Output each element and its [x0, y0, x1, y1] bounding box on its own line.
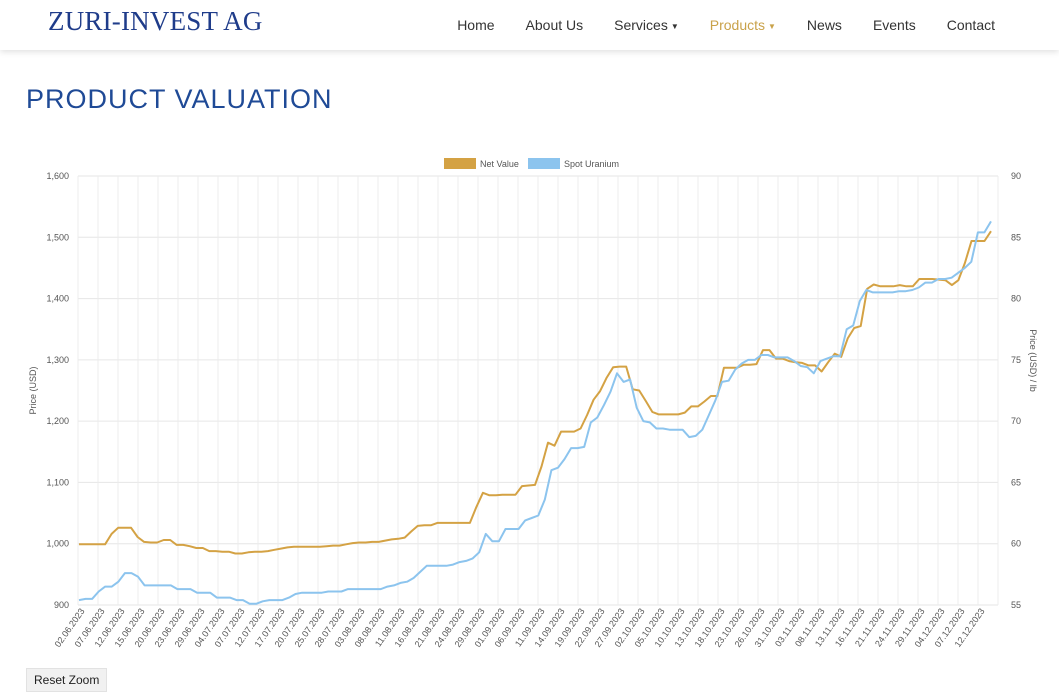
y-tick-label: 900	[54, 600, 69, 610]
nav-item-about-us[interactable]: About Us	[526, 15, 584, 35]
series-line-spot-uranium	[78, 220, 992, 605]
chevron-down-icon: ▼	[670, 21, 679, 31]
y-tick-label: 1,600	[46, 171, 69, 181]
y2-tick-label: 90	[1011, 171, 1021, 181]
company-logo[interactable]: ZURI-INVEST AG	[48, 6, 263, 36]
y-tick-label: 1,100	[46, 477, 69, 487]
y2-tick-label: 70	[1011, 416, 1021, 426]
legend-label: Spot Uranium	[564, 159, 619, 169]
nav-item-services[interactable]: Services ▼	[614, 15, 679, 35]
y2-tick-label: 65	[1011, 477, 1021, 487]
nav-item-home[interactable]: Home	[457, 15, 494, 35]
legend-swatch	[528, 158, 560, 169]
nav-item-contact[interactable]: Contact	[947, 15, 995, 35]
main-nav: Home About Us Services ▼ Products ▼ News Events…	[426, 15, 995, 35]
nav-item-label: Home	[457, 17, 495, 33]
y-tick-label: 1,400	[46, 294, 69, 304]
y2-axis-title: Price (USD) / lb	[1028, 329, 1038, 392]
nav-item-label: Events	[872, 17, 916, 33]
y2-tick-label: 55	[1011, 600, 1021, 610]
nav-item-news[interactable]: News	[807, 15, 842, 35]
chevron-down-icon: ▼	[768, 21, 776, 31]
nav-item-label: About Us	[525, 17, 584, 33]
y-tick-label: 1,000	[46, 539, 69, 549]
nav-item-products[interactable]: Products ▼	[710, 15, 776, 35]
y2-tick-label: 60	[1011, 539, 1021, 549]
reset-zoom-button[interactable]: Reset Zoom	[26, 668, 108, 692]
y-tick-label: 1,500	[46, 232, 69, 242]
legend-label: Net Value	[480, 159, 519, 169]
nav-item-label: Services	[614, 17, 668, 33]
y-tick-label: 1,200	[46, 416, 69, 426]
series-line-net-value	[79, 230, 992, 555]
nav-item-events[interactable]: Events	[873, 15, 916, 35]
nav-item-label: Products	[709, 17, 765, 33]
legend-swatch	[444, 158, 476, 169]
nav-item-label: News	[806, 17, 842, 33]
y-axis-title: Price (USD)	[28, 366, 38, 414]
y2-tick-label: 80	[1011, 294, 1021, 304]
page-title: PRODUCT VALUATION	[26, 84, 333, 114]
y-tick-label: 1,300	[46, 355, 69, 365]
y2-tick-label: 85	[1011, 232, 1021, 242]
site-header: ZURI-INVEST AG Home About Us Services ▼ Prod…	[0, 0, 1059, 50]
y2-tick-label: 75	[1011, 355, 1021, 365]
nav-item-label: Contact	[946, 17, 995, 33]
